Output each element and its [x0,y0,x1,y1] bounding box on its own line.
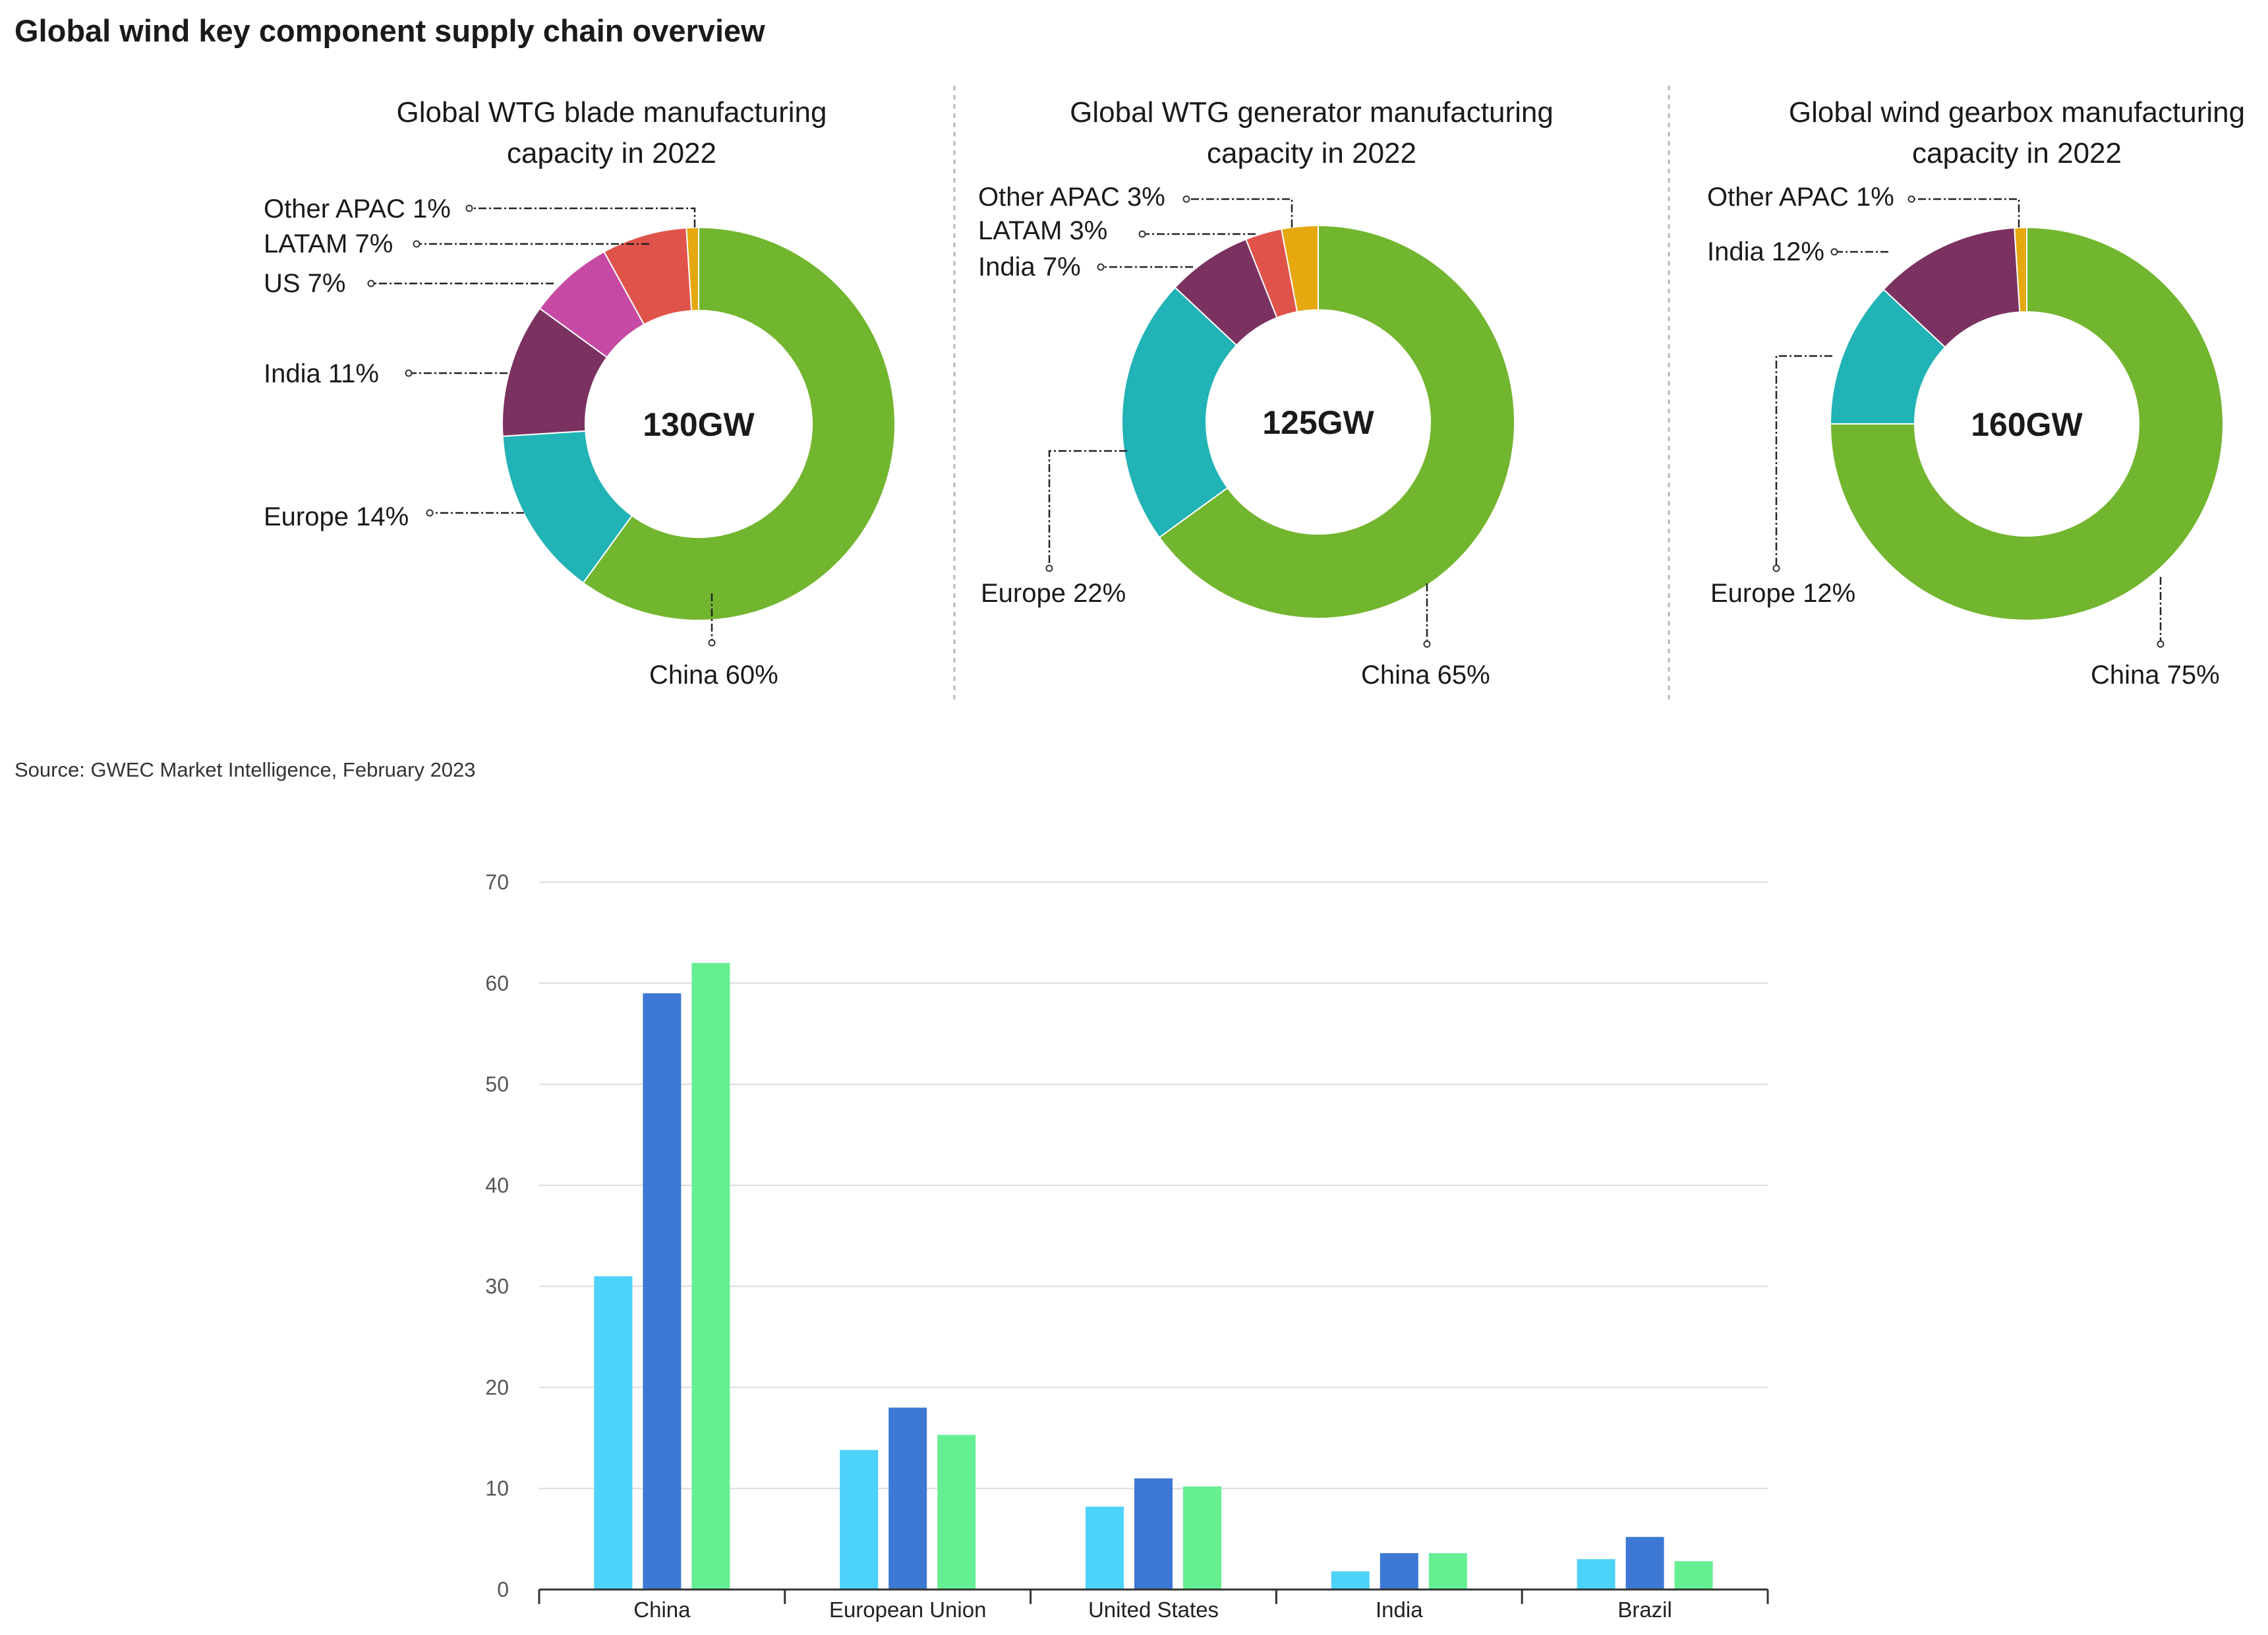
donut-chart-3: Global wind gearbox manufacturing capacit… [1707,96,2245,690]
leader-dot [2157,640,2165,648]
slice-label-latam: LATAM 7% [264,229,393,258]
slice-label-other-apac: Other APAC 3% [978,183,1165,212]
leader-dot [1772,564,1780,572]
leader-dot [1138,230,1146,238]
x-tick-label: India [1376,1597,1423,1622]
bar-china-series-3 [691,963,730,1590]
slice-other-apac [2014,226,2027,313]
slice-label-india: India 12% [1707,237,1824,266]
slice-china [1158,224,1515,619]
bar-brazil-series-1 [1577,1559,1615,1590]
leader-dot [1097,263,1105,271]
leader-line [1775,355,1832,568]
leader-line [1048,450,1127,568]
y-tick-label: 0 [497,1578,509,1601]
bar-european-union-series-3 [937,1435,976,1590]
slice-europe [502,430,633,584]
leader-dot [1182,195,1190,203]
leader-line [469,207,696,227]
donut-chart-1: Global WTG blade manufacturing capacity i… [264,96,896,690]
slice-label-europe: Europe 12% [1710,579,1855,608]
leader-dot [1830,248,1838,256]
leader-dot [426,509,434,517]
slice-label-other-apac: Other APAC 1% [264,194,451,223]
slice-label-europe: Europe 14% [264,502,409,531]
bar-united-states-series-2 [1134,1478,1173,1590]
x-tick-label: Brazil [1617,1597,1672,1622]
donut-title: Global WTG blade manufacturing capacity i… [397,96,827,169]
donut-title: Global WTG generator manufacturing capaci… [1070,96,1554,169]
page-title: Global wind key component supply chain o… [15,13,765,48]
leader-dot [367,280,375,287]
bar-european-union-series-2 [888,1408,927,1590]
slice-europe [1121,286,1238,539]
leader-dot [1045,564,1053,572]
leader-line [1911,198,2020,227]
donut-chart-2: Global WTG generator manufacturing capaci… [978,96,1554,690]
bar-united-states-series-3 [1183,1486,1221,1590]
x-tick-label: European Union [829,1597,987,1622]
slice-label-other-apac: Other APAC 1% [1707,183,1894,212]
donut-title-line: capacity in 2022 [507,137,716,169]
bar-brazil-series-3 [1674,1561,1713,1590]
slice-china [1829,226,2224,621]
bar-chart: 0 10 20 30 40 50 60 70 China European Union United… [485,870,1769,1622]
bar-india-series-1 [1331,1571,1370,1590]
leader-line [1186,198,1293,227]
slice-label-china: China 65% [1361,661,1490,690]
leader-dot [1907,195,1915,203]
bar-india-series-3 [1428,1553,1467,1590]
donut-title-line: capacity in 2022 [1912,137,2122,169]
slice-label-india: India 7% [978,253,1081,282]
donut-center-label: 130GW [643,406,755,443]
donut-title-line: Global wind gearbox manufacturing [1789,96,2245,129]
bar-european-union-series-1 [840,1450,879,1590]
slice-other-apac [1280,224,1319,313]
y-tick-label: 10 [485,1477,509,1501]
slice-label-europe: Europe 22% [981,579,1126,608]
y-tick-label: 70 [485,870,509,894]
donut-title-line: Global WTG blade manufacturing [397,96,827,129]
leader-dot [405,369,413,377]
donut-title-line: Global WTG generator manufacturing [1070,96,1554,129]
slice-china [582,226,896,621]
y-tick-label: 20 [485,1375,509,1399]
slice-other-apac [685,226,699,312]
y-tick-label: 60 [485,971,509,995]
bar-brazil-series-2 [1625,1537,1664,1590]
bar-china-series-1 [594,1276,633,1590]
donut-title-line: capacity in 2022 [1207,137,1416,169]
slice-label-china: China 75% [2091,661,2220,690]
bar-china-series-2 [643,993,682,1590]
donut-center-label: 125GW [1262,404,1374,441]
y-tick-label: 40 [485,1174,509,1197]
leader-dot [413,240,421,248]
slice-label-latam: LATAM 3% [978,216,1107,245]
donut-charts: Global WTG blade manufacturing capacity i… [264,96,2245,690]
slice-label-us: US 7% [264,269,346,298]
source-note: Source: GWEC Market Intelligence, Februa… [15,758,476,781]
y-tick-label: 50 [485,1073,509,1096]
leader-dot [708,639,716,647]
leader-dot [1423,640,1431,648]
x-tick-label: United States [1088,1597,1219,1622]
slice-label-india: India 11% [264,359,379,388]
donut-center-label: 160GW [1971,406,2083,443]
slice-label-china: China 60% [649,661,778,690]
leader-dot [465,204,473,212]
x-tick-label: China [633,1597,691,1622]
bar-united-states-series-1 [1086,1506,1124,1590]
donut-title: Global wind gearbox manufacturing capacit… [1789,96,2245,169]
bar-india-series-2 [1380,1553,1418,1590]
y-tick-label: 30 [485,1274,509,1298]
